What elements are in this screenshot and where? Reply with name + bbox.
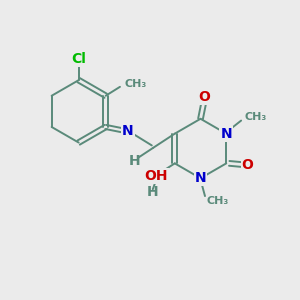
Text: N: N — [195, 171, 206, 185]
Text: N: N — [122, 124, 134, 138]
Text: H: H — [147, 185, 159, 199]
Text: OH: OH — [145, 169, 168, 183]
Text: O: O — [242, 158, 254, 172]
Text: CH₃: CH₃ — [206, 196, 229, 206]
Text: N: N — [220, 127, 232, 141]
Text: O: O — [198, 90, 210, 104]
Text: CH₃: CH₃ — [244, 112, 266, 122]
Text: H: H — [129, 154, 141, 168]
Text: CH₃: CH₃ — [124, 79, 147, 89]
Text: Cl: Cl — [71, 52, 86, 66]
